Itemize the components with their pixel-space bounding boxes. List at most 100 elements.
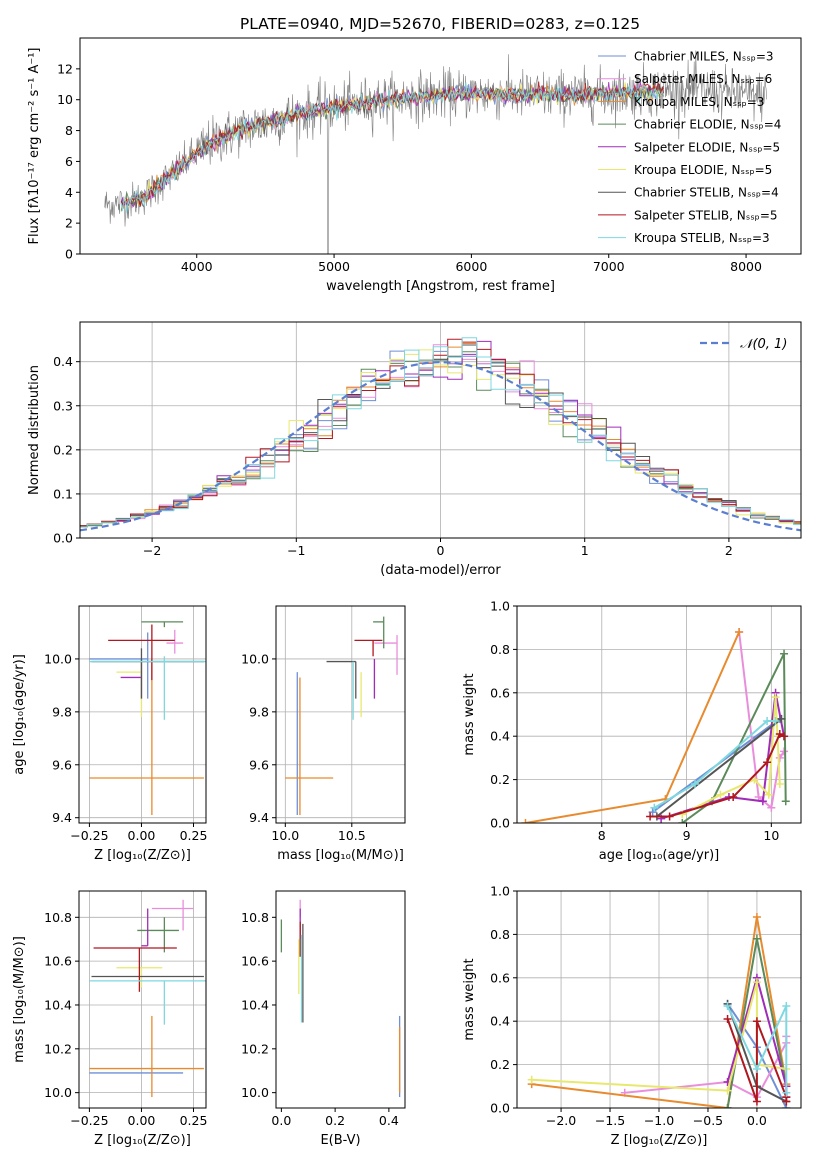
weight-marker [754, 792, 763, 801]
plot-area-age-vs-mass [285, 616, 398, 816]
y-tick-label: 10.0 [241, 1085, 269, 1100]
weight-marker [752, 1017, 761, 1026]
y-tick-label: 0.6 [490, 970, 510, 985]
axes-residuals: 𝒩(0, 1) −2 −1 0 1 2 0.0 0.1 0.2 0.3 0.4 (data-model… [27, 321, 802, 578]
weight-marker [782, 1002, 791, 1011]
weight-marker [723, 1104, 732, 1108]
weight-series [531, 916, 788, 1108]
x-tick-label: −0.25 [70, 1113, 108, 1128]
y-tick-label: 6 [65, 154, 73, 169]
y-tick-label: 4 [65, 185, 73, 200]
weight-series [726, 1005, 788, 1093]
y-tick-label: 10 [57, 92, 73, 107]
x-tick-label: 0 [437, 543, 445, 558]
weight-marker [723, 1086, 732, 1095]
weight-marker [771, 717, 780, 726]
weight-marker [648, 808, 657, 817]
x-tick-label: 0.4 [379, 1113, 399, 1128]
axes-frame [275, 605, 406, 824]
x-tick-label: 9 [683, 828, 691, 843]
weight-marker [650, 803, 659, 812]
x-axis-label: Z [log₁₀(Z/Z⊙)] [94, 1133, 191, 1148]
y-tick-label: 0.3 [53, 398, 73, 413]
x-tick-label: 0.0 [271, 1113, 291, 1128]
x-tick-label: −0.25 [70, 828, 108, 843]
legend-entry: Chabrier ELODIE, Nₛₛₚ=4 [634, 118, 781, 132]
x-axis-label: Z [log₁₀(Z/Z⊙)] [611, 1133, 708, 1148]
x-tick-label: 2 [725, 543, 733, 558]
y-tick-label: 9.8 [249, 704, 269, 719]
weight-marker [763, 717, 772, 726]
figure-title: PLATE=0940, MJD=52670, FIBERID=0283, z=0… [240, 15, 640, 33]
y-tick-label: 9.6 [249, 757, 269, 772]
legend-entry: Kroupa MILES, Nₛₛₚ=3 [634, 95, 764, 109]
weight-marker [723, 1002, 732, 1011]
weight-series [525, 631, 741, 823]
y-tick-label: 0.2 [490, 772, 510, 787]
x-axis-label: (data-model)/error [380, 563, 501, 578]
x-tick-label: 7000 [593, 259, 625, 274]
axes-age-vs-Z: −0.25 0.00 0.25 9.4 9.6 9.8 10.0 Z [log₁₀(Z/Z⊙)… [12, 605, 208, 863]
plot-area-weight-vs-Z [527, 913, 791, 1108]
weight-marker [723, 1015, 732, 1024]
x-tick-label: 8000 [730, 259, 762, 274]
y-tick-label: 9.6 [52, 757, 72, 772]
y-tick-label: 10.6 [44, 954, 72, 969]
y-tick-label: 0.1 [53, 486, 73, 501]
weight-marker [764, 790, 773, 799]
x-axis-label: age [log₁₀(age/yr)] [599, 848, 720, 863]
y-tick-label: 10.8 [44, 910, 72, 925]
axes-mass-vs-EBV: 0.0 0.2 0.4 10.0 10.2 10.4 10.6 10.8 E(B-V) [241, 890, 406, 1148]
weight-marker [752, 934, 761, 943]
weight-marker [780, 649, 789, 658]
axes-frame [516, 605, 802, 824]
y-tick-label: 9.8 [52, 704, 72, 719]
y-axis-label: mass [log₁₀(M/M⊙)] [12, 936, 27, 1063]
y-tick-label: 0.8 [490, 642, 510, 657]
y-tick-label: 8 [65, 123, 73, 138]
weight-marker [775, 753, 784, 762]
weight-marker [521, 819, 530, 823]
x-tick-label: 0.00 [128, 1113, 156, 1128]
weight-marker [763, 758, 772, 767]
x-tick-label: −0.5 [693, 1113, 723, 1128]
plot-area-weight-vs-age [521, 628, 790, 823]
plot-area-residuals [80, 337, 801, 532]
weight-marker [771, 693, 780, 702]
legend-entry: 𝒩(0, 1) [740, 337, 787, 352]
y-axis-label: Normed distribution [27, 365, 42, 495]
weight-marker [750, 775, 759, 784]
y-tick-label: 9.4 [249, 810, 269, 825]
y-tick-label: 10.0 [44, 1085, 72, 1100]
weight-marker [752, 1064, 761, 1073]
x-tick-label: 6000 [455, 259, 487, 274]
x-axis-label: mass [log₁₀(M/M⊙)] [277, 848, 404, 863]
y-tick-label: 0.0 [490, 816, 510, 831]
legend-entry: Kroupa ELODIE, Nₛₛₚ=5 [634, 163, 772, 177]
legend-entry: Salpeter MILES, Nₛₛₚ=6 [634, 72, 772, 86]
residual-histogram [80, 340, 801, 527]
y-tick-label: 0 [65, 247, 73, 262]
weight-marker [777, 714, 786, 723]
y-tick-label: 0.0 [490, 1101, 510, 1116]
plot-area-age-vs-Z [89, 621, 206, 816]
weight-marker [782, 1097, 791, 1106]
y-tick-label: 12 [57, 61, 73, 76]
x-tick-label: 0.25 [180, 828, 208, 843]
x-axis-label: Z [log₁₀(Z/Z⊙)] [94, 848, 191, 863]
y-tick-label: 10.6 [241, 954, 269, 969]
legend-entry: Kroupa STELIB, Nₛₛₚ=3 [634, 231, 770, 245]
x-tick-label: 4000 [181, 259, 213, 274]
weight-marker [775, 779, 784, 788]
weight-marker [782, 1088, 791, 1097]
legend-entry: Chabrier STELIB, Nₛₛₚ=4 [634, 186, 779, 200]
axes-frame [78, 890, 207, 1109]
legend-entry: Salpeter ELODIE, Nₛₛₚ=5 [634, 140, 780, 154]
x-tick-label: 10 [763, 828, 779, 843]
weight-marker [758, 797, 767, 806]
y-tick-label: 1.0 [490, 599, 510, 614]
axes-frame [78, 605, 207, 824]
weight-marker [646, 812, 655, 821]
y-tick-label: 0.4 [490, 729, 510, 744]
